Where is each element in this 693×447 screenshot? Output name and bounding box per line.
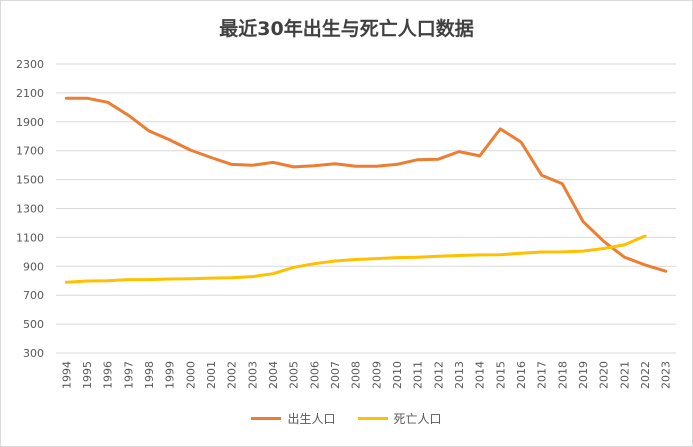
x-tick-label: 2006 [308,361,321,389]
x-tick-label: 2010 [391,361,404,389]
x-axis-ticks: 1994 1995 1996 1997 1998 1999 2000 2001 2002 2003… [60,361,672,389]
y-tick-label: 1300 [16,203,44,216]
x-tick-label: 2023 [660,361,673,389]
y-tick-label: 300 [23,347,44,360]
x-tick-label: 2012 [432,361,445,389]
y-tick-label: 900 [23,260,44,273]
x-tick-label: 1995 [81,361,94,389]
x-tick-label: 2002 [226,361,239,389]
y-tick-label: 2100 [16,87,44,100]
gridlines [56,63,676,354]
x-tick-label: 2009 [370,361,383,389]
x-tick-label: 2004 [267,361,280,389]
x-tick-label: 1994 [60,361,73,389]
legend-label: 死亡人口 [393,412,442,426]
x-tick-label: 2019 [577,361,590,389]
legend-item: 出生人口 [251,410,336,427]
legend-swatch [251,417,282,420]
x-tick-label: 2022 [639,361,652,389]
x-tick-label: 1997 [122,361,135,389]
x-tick-label: 2018 [556,361,569,389]
x-tick-label: 2020 [598,361,611,389]
x-tick-label: 2013 [453,361,466,389]
x-tick-label: 1996 [102,361,115,389]
y-tick-label: 700 [23,289,44,302]
x-tick-label: 2001 [205,361,218,389]
y-tick-label: 1900 [16,116,44,129]
x-tick-label: 2003 [246,361,259,389]
legend: 出生人口 死亡人口 [0,410,693,427]
y-tick-label: 1500 [16,174,44,187]
x-tick-label: 2005 [288,361,301,389]
series-line-2 [64,234,647,284]
x-tick-label: 1998 [143,361,156,389]
legend-item: 死亡人口 [357,410,442,427]
x-tick-label: 2000 [184,361,197,389]
y-tick-label: 2300 [16,58,44,71]
y-tick-label: 1700 [16,145,44,158]
x-tick-label: 2014 [474,361,487,389]
y-tick-label: 1100 [16,231,44,244]
legend-swatch [357,417,388,420]
legend-label: 出生人口 [287,412,336,426]
y-tick-label: 500 [23,318,44,331]
chart-title: 最近30年出生与死亡人口数据 [219,18,474,40]
x-tick-label: 2017 [536,361,549,389]
x-tick-label: 2011 [412,361,425,389]
x-tick-label: 2007 [329,361,342,389]
x-tick-label: 2021 [618,361,631,389]
series-line-1 [64,96,668,273]
x-tick-label: 2016 [515,361,528,389]
y-axis-ticks: 300 500 700 900 1100 1300 1500 1700 1900 2100 2300 [16,58,44,360]
series-lines [64,96,668,284]
x-tick-label: 1999 [164,361,177,389]
x-tick-label: 2015 [494,361,507,389]
x-tick-label: 2008 [350,361,363,389]
